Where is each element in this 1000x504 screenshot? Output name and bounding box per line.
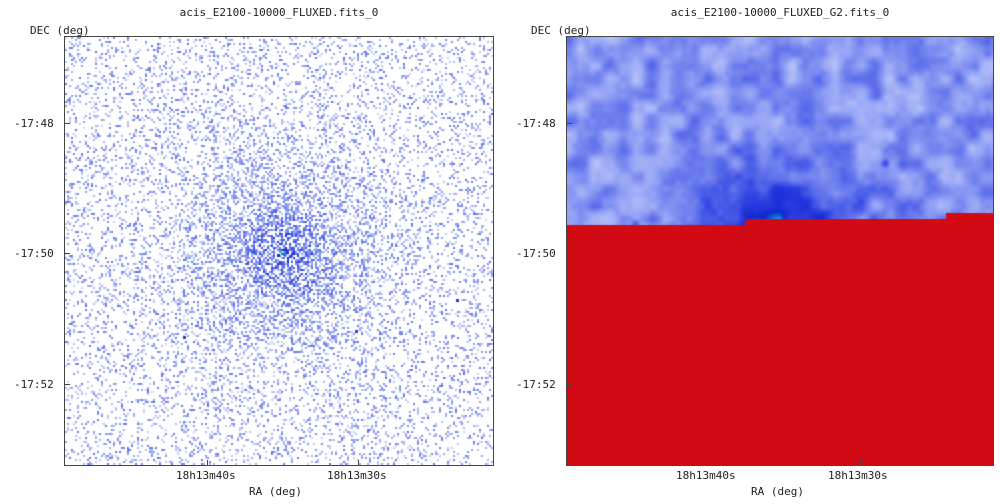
right-xtick-label-40s: 18h13m40s xyxy=(676,469,736,482)
right-xtick-mark-30s xyxy=(860,460,861,466)
left-ra-label: RA (deg) xyxy=(249,485,302,498)
left-panel-title: acis_E2100-10000_FLUXED.fits_0 xyxy=(179,6,379,19)
right-ytick-label-52: -17:52 xyxy=(516,378,556,391)
left-ytick-label-48: -17:48 xyxy=(14,117,54,130)
right-ytick-mark-50 xyxy=(566,253,572,254)
left-sky-image xyxy=(65,37,493,465)
left-ytick-label-50: -17:50 xyxy=(14,247,54,260)
left-ytick-label-52: -17:52 xyxy=(14,378,54,391)
right-xtick-mark-40s xyxy=(707,460,708,466)
right-ytick-label-48: -17:48 xyxy=(516,117,556,130)
left-image-frame[interactable] xyxy=(64,36,494,466)
left-xtick-label-30s: 18h13m30s xyxy=(327,469,387,482)
left-xtick-mark-30s xyxy=(358,460,359,466)
left-xtick-mark-40s xyxy=(207,460,208,466)
right-xtick-label-30s: 18h13m30s xyxy=(828,469,888,482)
right-ra-label: RA (deg) xyxy=(751,485,804,498)
left-dec-label: DEC (deg) xyxy=(30,24,90,37)
right-sky-image xyxy=(567,37,993,465)
right-dec-label: DEC (deg) xyxy=(531,24,591,37)
left-ytick-mark-52 xyxy=(64,384,70,385)
right-ytick-mark-48 xyxy=(566,123,572,124)
left-ytick-mark-50 xyxy=(64,253,70,254)
right-ytick-label-50: -17:50 xyxy=(516,247,556,260)
left-ytick-mark-48 xyxy=(64,123,70,124)
right-image-frame[interactable] xyxy=(566,36,994,466)
right-ytick-mark-52 xyxy=(566,384,572,385)
right-panel-title: acis_E2100-10000_FLUXED_G2.fits_0 xyxy=(670,6,890,19)
left-xtick-label-40s: 18h13m40s xyxy=(176,469,236,482)
